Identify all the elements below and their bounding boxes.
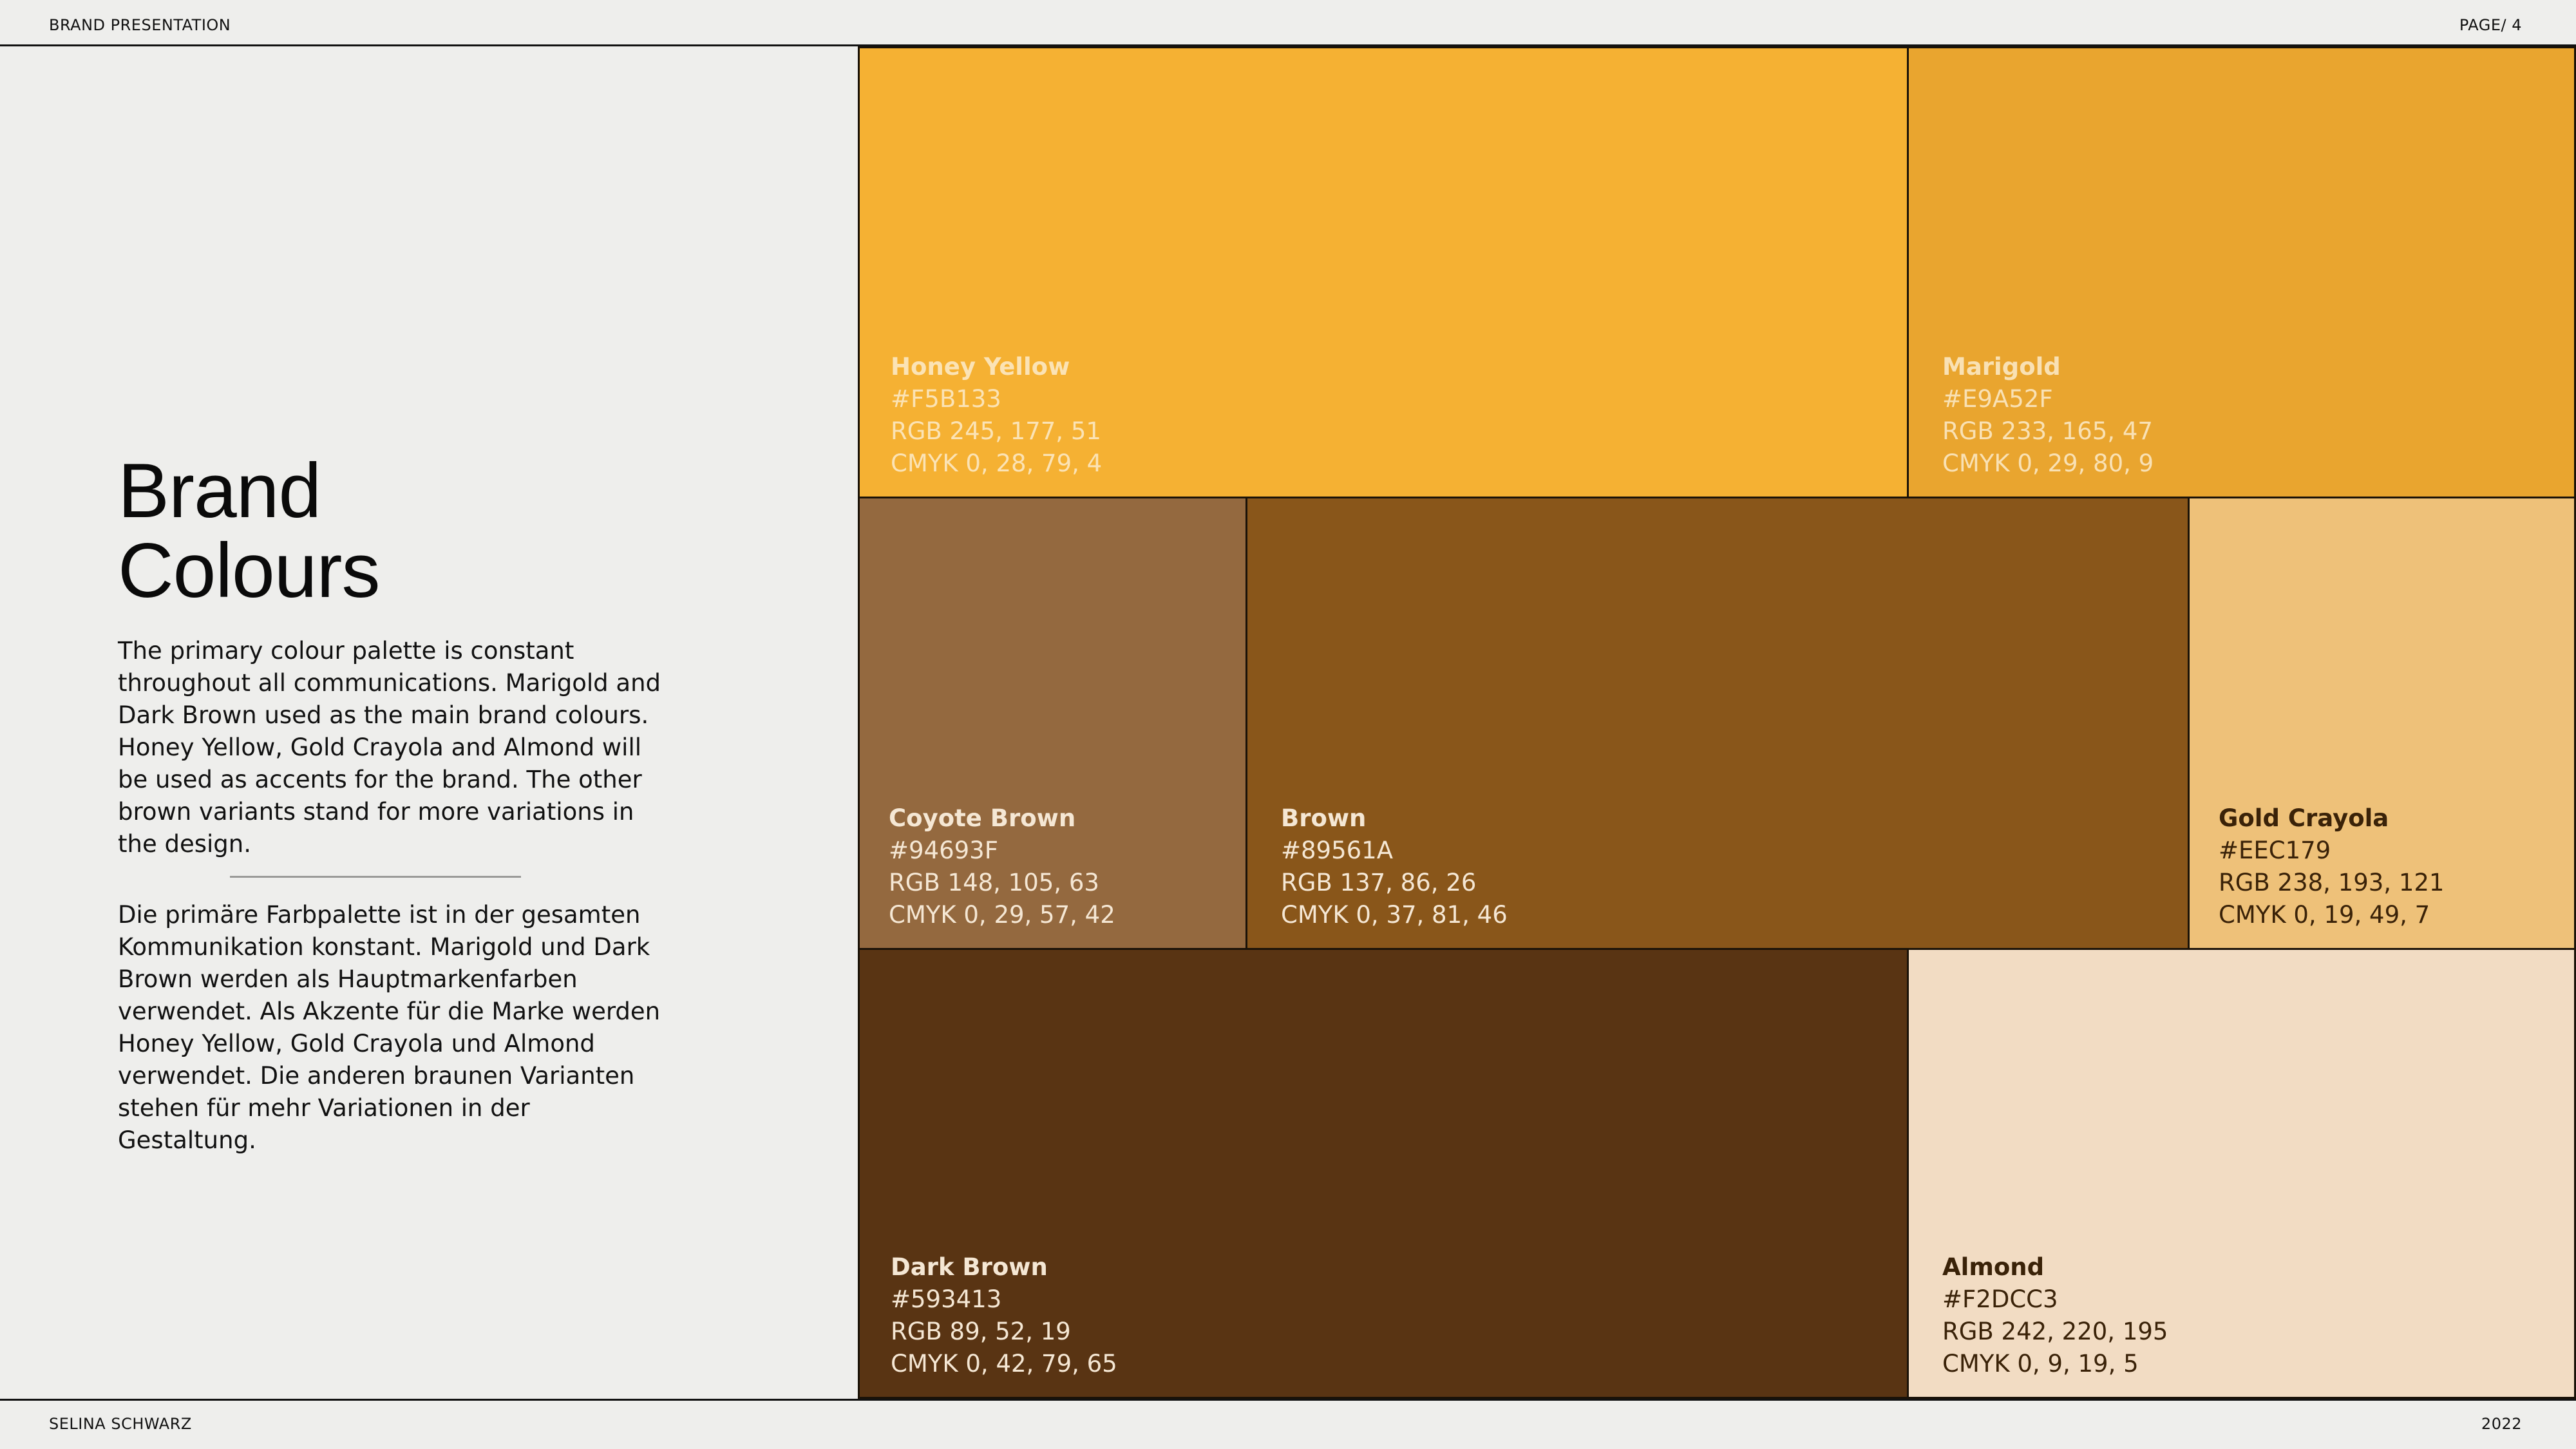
- author-name: SELINA SCHWARZ: [49, 1415, 192, 1433]
- swatch-rgb: RGB 233, 165, 47: [1942, 417, 2153, 445]
- swatch-rgb: RGB 245, 177, 51: [891, 417, 1101, 445]
- swatch-cmyk: CMYK 0, 29, 80, 9: [1942, 450, 2154, 477]
- footer-bar: SELINA SCHWARZ 2022: [0, 1399, 2576, 1449]
- swatch-name: Brown: [1281, 804, 1367, 832]
- swatch-cmyk: CMYK 0, 19, 49, 7: [2219, 901, 2430, 929]
- swatch-info: Gold Crayola #EEC179 RGB 238, 193, 121 C…: [2219, 802, 2444, 931]
- swatch-name: Almond: [1942, 1253, 2045, 1281]
- swatch-name: Coyote Brown: [889, 804, 1076, 832]
- swatch-hex: #F5B133: [891, 385, 1001, 413]
- swatch-honey-yellow: Honey Yellow #F5B133 RGB 245, 177, 51 CM…: [858, 46, 1909, 498]
- swatch-rgb: RGB 137, 86, 26: [1281, 869, 1477, 896]
- text-divider: [230, 876, 521, 878]
- swatch-gold-crayola: Gold Crayola #EEC179 RGB 238, 193, 121 C…: [2188, 497, 2576, 950]
- swatch-info: Honey Yellow #F5B133 RGB 245, 177, 51 CM…: [891, 351, 1102, 480]
- swatch-rgb: RGB 238, 193, 121: [2219, 869, 2445, 896]
- swatch-name: Honey Yellow: [891, 353, 1070, 381]
- title-line-1: Brand: [118, 448, 321, 534]
- swatch-hex: #593413: [891, 1285, 1002, 1313]
- swatch-coyote-brown: Coyote Brown #94693F RGB 148, 105, 63 CM…: [858, 497, 1247, 950]
- swatch-name: Gold Crayola: [2219, 804, 2389, 832]
- swatch-hex: #94693F: [889, 837, 998, 864]
- footer-year: 2022: [2481, 1415, 2522, 1433]
- swatch-info: Dark Brown #593413 RGB 89, 52, 19 CMYK 0…: [891, 1251, 1117, 1380]
- swatch-name: Marigold: [1942, 353, 2061, 381]
- swatch-name: Dark Brown: [891, 1253, 1048, 1281]
- swatch-hex: #89561A: [1281, 837, 1394, 864]
- description-english: The primary colour palette is constant t…: [118, 637, 661, 858]
- swatch-cmyk: CMYK 0, 28, 79, 4: [891, 450, 1103, 477]
- swatch-cmyk: CMYK 0, 42, 79, 65: [891, 1350, 1117, 1378]
- swatch-hex: #E9A52F: [1942, 385, 2053, 413]
- swatch-hex: #F2DCC3: [1942, 1285, 2058, 1313]
- swatch-almond: Almond #F2DCC3 RGB 242, 220, 195 CMYK 0,…: [1907, 948, 2576, 1399]
- swatch-cmyk: CMYK 0, 9, 19, 5: [1942, 1350, 2139, 1378]
- page-title: Brand Colours: [118, 451, 672, 611]
- colour-swatch-grid: Honey Yellow #F5B133 RGB 245, 177, 51 CM…: [858, 46, 2576, 1399]
- swatch-rgb: RGB 148, 105, 63: [889, 869, 1099, 896]
- swatch-rgb: RGB 89, 52, 19: [891, 1318, 1071, 1345]
- swatch-info: Coyote Brown #94693F RGB 148, 105, 63 CM…: [889, 802, 1115, 931]
- swatch-dark-brown: Dark Brown #593413 RGB 89, 52, 19 CMYK 0…: [858, 948, 1909, 1399]
- header-bar: BRAND PRESENTATION PAGE/ 4: [0, 0, 2576, 46]
- page-number: PAGE/ 4: [2459, 16, 2522, 34]
- presentation-label: BRAND PRESENTATION: [49, 16, 231, 34]
- swatch-marigold: Marigold #E9A52F RGB 233, 165, 47 CMYK 0…: [1907, 46, 2576, 498]
- swatch-cmyk: CMYK 0, 29, 57, 42: [889, 901, 1115, 929]
- swatch-hex: #EEC179: [2219, 837, 2331, 864]
- swatch-rgb: RGB 242, 220, 195: [1942, 1318, 2168, 1345]
- description-german: Die primäre Farbpalette ist in der gesam…: [118, 901, 661, 1154]
- swatch-info: Almond #F2DCC3 RGB 242, 220, 195 CMYK 0,…: [1942, 1251, 2168, 1380]
- swatch-cmyk: CMYK 0, 37, 81, 46: [1281, 901, 1508, 929]
- swatch-info: Brown #89561A RGB 137, 86, 26 CMYK 0, 37…: [1281, 802, 1508, 931]
- swatch-info: Marigold #E9A52F RGB 233, 165, 47 CMYK 0…: [1942, 351, 2154, 480]
- swatch-brown: Brown #89561A RGB 137, 86, 26 CMYK 0, 37…: [1245, 497, 2190, 950]
- intro-column: Brand Colours The primary colour palette…: [118, 451, 672, 1157]
- title-line-2: Colours: [118, 527, 381, 614]
